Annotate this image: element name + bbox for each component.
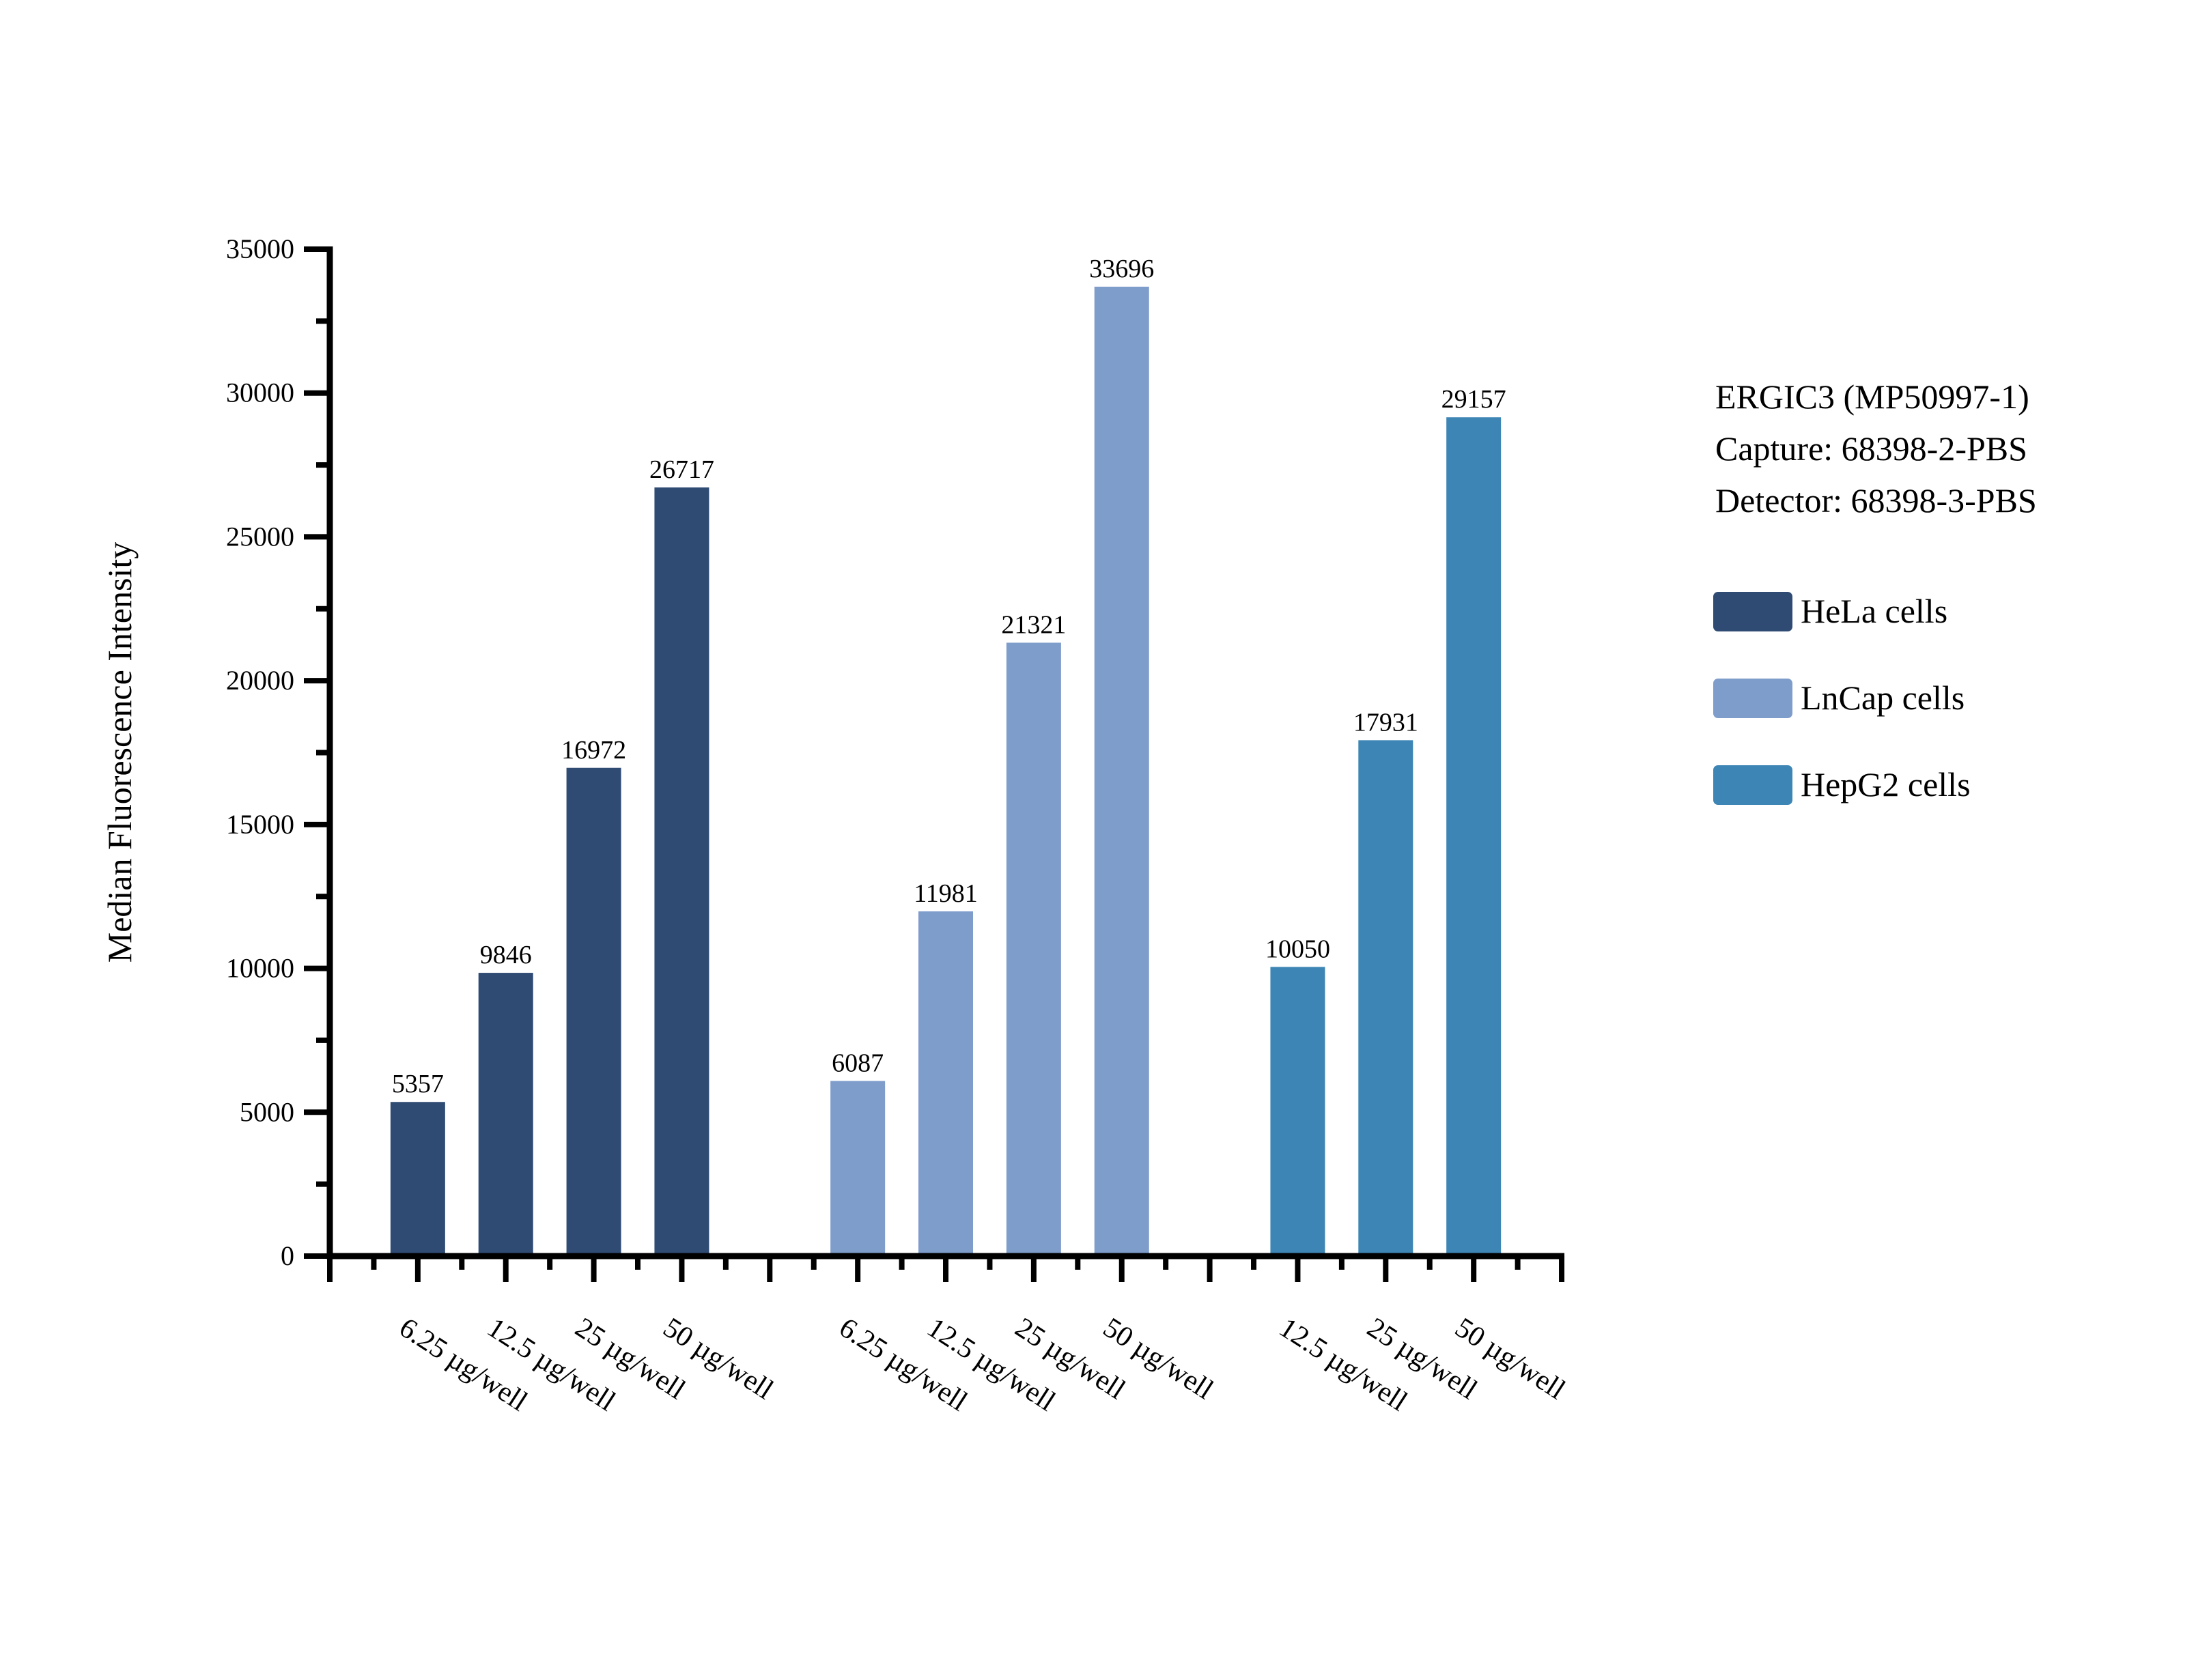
bar-hela-3 xyxy=(566,767,621,1256)
legend-swatch-hepg2 xyxy=(1713,765,1792,805)
legend-label-hela: HeLa cells xyxy=(1801,592,1947,630)
axes-layer xyxy=(304,246,1565,1282)
bar-hela-2 xyxy=(478,973,533,1256)
bar-value-label: 11981 xyxy=(914,879,978,908)
y-tick-label: 5000 xyxy=(240,1096,294,1127)
bar-value-label: 26717 xyxy=(649,455,714,484)
legend: HeLa cells LnCap cells HepG2 cells xyxy=(1713,592,1971,805)
annotation-line-capture: Capture: 68398-2-PBS xyxy=(1715,429,2027,468)
bars-layer xyxy=(390,286,1502,1256)
bar-hepg2-3 xyxy=(1446,417,1502,1256)
annotation-line-protein: ERGIC3 (MP50997-1) xyxy=(1715,378,2029,416)
bar-value-label: 5357 xyxy=(392,1070,444,1098)
y-tick-label: 10000 xyxy=(226,953,294,984)
y-tick-label: 0 xyxy=(281,1240,294,1271)
bar-lncap-2 xyxy=(918,911,974,1256)
bar-value-label: 17931 xyxy=(1353,708,1418,737)
bar-value-label: 16972 xyxy=(561,736,626,765)
legend-swatch-hela xyxy=(1713,592,1792,631)
bar-value-label: 21321 xyxy=(1001,610,1066,639)
annotation-block: ERGIC3 (MP50997-1) Capture: 68398-2-PBS … xyxy=(1715,378,2037,519)
bar-lncap-1 xyxy=(830,1081,886,1256)
bar-value-label: 9846 xyxy=(480,941,532,969)
y-tick-label: 35000 xyxy=(226,233,294,264)
bar-value-label: 33696 xyxy=(1089,255,1154,283)
bar-lncap-3 xyxy=(1006,642,1061,1256)
bar-value-label: 6087 xyxy=(832,1049,884,1077)
legend-label-hepg2: HepG2 cells xyxy=(1801,765,1971,803)
bar-hepg2-1 xyxy=(1270,967,1325,1256)
y-tick-label: 20000 xyxy=(226,665,294,696)
annotation-line-detector: Detector: 68398-3-PBS xyxy=(1715,481,2037,519)
y-tick-label: 15000 xyxy=(226,809,294,840)
bar-lncap-4 xyxy=(1094,286,1149,1256)
legend-swatch-lncap xyxy=(1713,679,1792,718)
legend-label-lncap: LnCap cells xyxy=(1801,679,1965,717)
bar-value-label: 10050 xyxy=(1265,935,1330,963)
bar-hela-4 xyxy=(654,487,709,1256)
y-axis-title: Median Fluorescence Intensity xyxy=(100,542,139,963)
bar-hepg2-2 xyxy=(1358,740,1413,1256)
y-tick-label: 25000 xyxy=(226,521,294,552)
bar-hela-1 xyxy=(390,1102,445,1256)
y-tick-label: 30000 xyxy=(226,378,294,408)
bar-value-label: 29157 xyxy=(1441,385,1506,414)
